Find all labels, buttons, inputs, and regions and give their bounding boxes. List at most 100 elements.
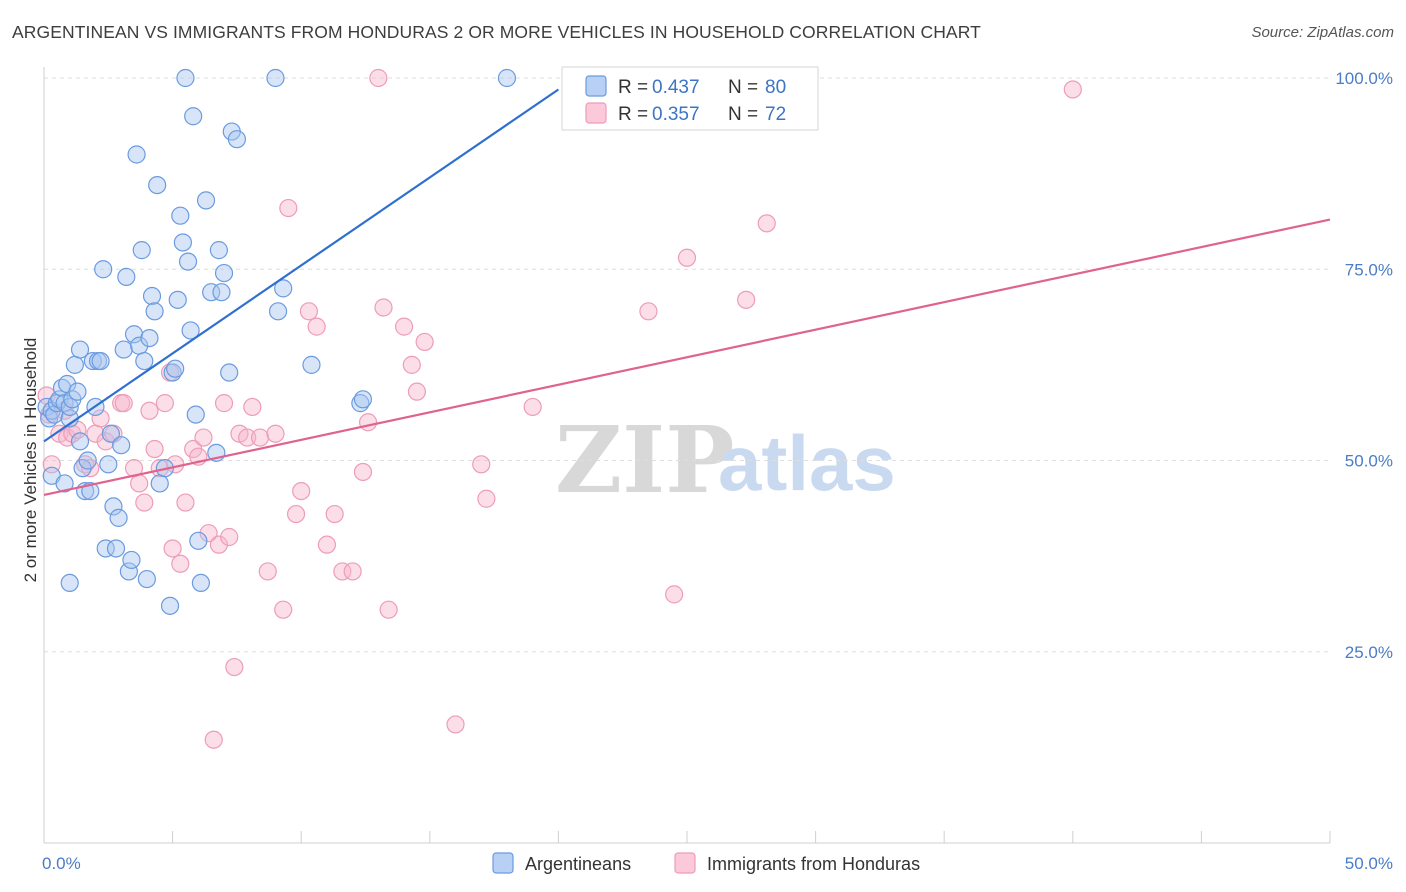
y-tick-label-2: 75.0% bbox=[1345, 260, 1393, 279]
point-honduras-60 bbox=[407, 382, 427, 401]
point-honduras-11 bbox=[91, 409, 110, 428]
legend-n-label-argentineans: N = bbox=[728, 77, 758, 98]
point-argentineans-53 bbox=[173, 233, 192, 252]
chart-title: ARGENTINEAN VS IMMIGRANTS FROM HONDURAS … bbox=[12, 22, 981, 42]
point-argentineans-58 bbox=[186, 405, 205, 424]
point-argentineans-28 bbox=[104, 497, 123, 516]
point-argentineans-13 bbox=[65, 355, 84, 374]
point-argentineans-56 bbox=[181, 321, 200, 340]
point-honduras-44 bbox=[279, 198, 298, 218]
legend-r-label-honduras: R = bbox=[618, 104, 648, 125]
point-honduras-49 bbox=[317, 535, 337, 554]
y-axis-title: 2 or more Vehicles in Household bbox=[21, 338, 40, 583]
point-argentineans-14 bbox=[68, 382, 87, 401]
point-argentineans-43 bbox=[142, 286, 162, 306]
point-honduras-22 bbox=[155, 394, 174, 413]
point-argentineans-73 bbox=[302, 355, 321, 374]
point-argentineans-52 bbox=[171, 206, 190, 225]
point-honduras-35 bbox=[220, 527, 239, 547]
y-tick-label-3: 100.0% bbox=[1335, 69, 1393, 88]
source-credit: Source: ZipAtlas.com bbox=[1251, 24, 1394, 41]
point-honduras-57 bbox=[379, 600, 398, 619]
point-argentineans-36 bbox=[124, 325, 144, 344]
bottom-legend-label-honduras: Immigrants from Honduras bbox=[707, 854, 920, 874]
point-argentineans-59 bbox=[189, 531, 208, 550]
point-honduras-19 bbox=[140, 401, 159, 420]
point-argentineans-45 bbox=[148, 176, 167, 195]
point-argentineans-77 bbox=[60, 573, 79, 593]
point-argentineans-35 bbox=[122, 550, 141, 570]
point-honduras-69 bbox=[737, 290, 756, 309]
point-honduras-42 bbox=[266, 424, 285, 443]
point-argentineans-60 bbox=[191, 573, 210, 593]
point-honduras-54 bbox=[358, 413, 378, 432]
point-argentineans-20 bbox=[83, 351, 102, 371]
point-honduras-71 bbox=[1063, 80, 1082, 99]
trend-line-argentineans bbox=[43, 88, 560, 443]
legend-r-label-argentineans: R = bbox=[618, 77, 648, 98]
y-tick-label-0: 25.0% bbox=[1345, 643, 1393, 662]
point-honduras-50 bbox=[325, 504, 344, 524]
legend-r-value-honduras: 0.357 bbox=[652, 104, 700, 125]
point-honduras-40 bbox=[250, 428, 270, 447]
point-honduras-63 bbox=[472, 455, 491, 474]
legend-n-value-argentineans: 80 bbox=[765, 77, 786, 98]
point-honduras-65 bbox=[523, 397, 542, 417]
point-argentineans-34 bbox=[119, 562, 138, 581]
point-honduras-41 bbox=[258, 562, 277, 581]
point-honduras-47 bbox=[299, 302, 319, 321]
point-argentineans-41 bbox=[137, 569, 156, 589]
point-argentineans-42 bbox=[140, 329, 159, 348]
point-honduras-17 bbox=[130, 474, 149, 493]
tick-labels: 25.0% 50.0% 75.0% 100.0% 0.0% 50.0% bbox=[42, 69, 1393, 873]
point-argentineans-31 bbox=[112, 436, 131, 455]
point-argentineans-30 bbox=[109, 508, 128, 527]
point-argentineans-23 bbox=[91, 351, 110, 371]
point-argentineans-15 bbox=[70, 340, 90, 359]
point-honduras-62 bbox=[446, 715, 465, 734]
point-argentineans-72 bbox=[274, 279, 293, 298]
point-argentineans-18 bbox=[78, 451, 97, 470]
grid-lines bbox=[44, 77, 1330, 653]
legend-swatch-honduras bbox=[585, 102, 607, 124]
point-honduras-38 bbox=[238, 428, 257, 447]
bottom-legend-swatch-honduras bbox=[674, 852, 696, 874]
point-argentineans-27 bbox=[101, 424, 120, 443]
point-honduras-53 bbox=[353, 462, 373, 482]
point-honduras-24 bbox=[163, 539, 182, 558]
point-honduras-67 bbox=[665, 585, 684, 604]
point-argentineans-51 bbox=[168, 290, 187, 309]
point-honduras-32 bbox=[204, 730, 223, 749]
point-honduras-58 bbox=[394, 317, 414, 336]
point-honduras-46 bbox=[292, 482, 311, 501]
point-argentineans-40 bbox=[135, 351, 154, 371]
point-honduras-26 bbox=[171, 554, 190, 573]
point-honduras-20 bbox=[145, 439, 164, 459]
point-argentineans-76 bbox=[497, 68, 517, 88]
point-honduras-59 bbox=[402, 355, 421, 374]
watermark-atlas: atlas bbox=[718, 419, 896, 507]
bottom-legend: Argentineans Immigrants from Honduras bbox=[492, 852, 920, 874]
point-argentineans-46 bbox=[150, 474, 169, 493]
bottom-legend-swatch-argentineans bbox=[492, 852, 514, 874]
legend: R = 0.437 N = 80 R = 0.357 N = 72 bbox=[561, 66, 819, 131]
point-argentineans-62 bbox=[202, 283, 221, 302]
axes bbox=[43, 67, 1331, 844]
watermark: ZIP atlas bbox=[555, 406, 896, 514]
point-honduras-70 bbox=[757, 214, 776, 233]
point-argentineans-55 bbox=[178, 252, 198, 271]
point-honduras-51 bbox=[333, 562, 352, 581]
legend-n-label-honduras: N = bbox=[728, 104, 758, 125]
legend-n-value-honduras: 72 bbox=[765, 104, 786, 125]
point-argentineans-78 bbox=[70, 432, 90, 451]
point-honduras-36 bbox=[225, 657, 244, 677]
x-tick-label-0: 0.0% bbox=[42, 854, 81, 873]
point-honduras-52 bbox=[343, 562, 362, 581]
points-honduras bbox=[37, 68, 1082, 749]
y-tick-label-1: 50.0% bbox=[1345, 452, 1393, 471]
point-honduras-56 bbox=[374, 298, 393, 317]
point-argentineans-71 bbox=[268, 302, 288, 321]
point-argentineans-39 bbox=[132, 241, 151, 260]
point-honduras-33 bbox=[209, 535, 228, 554]
